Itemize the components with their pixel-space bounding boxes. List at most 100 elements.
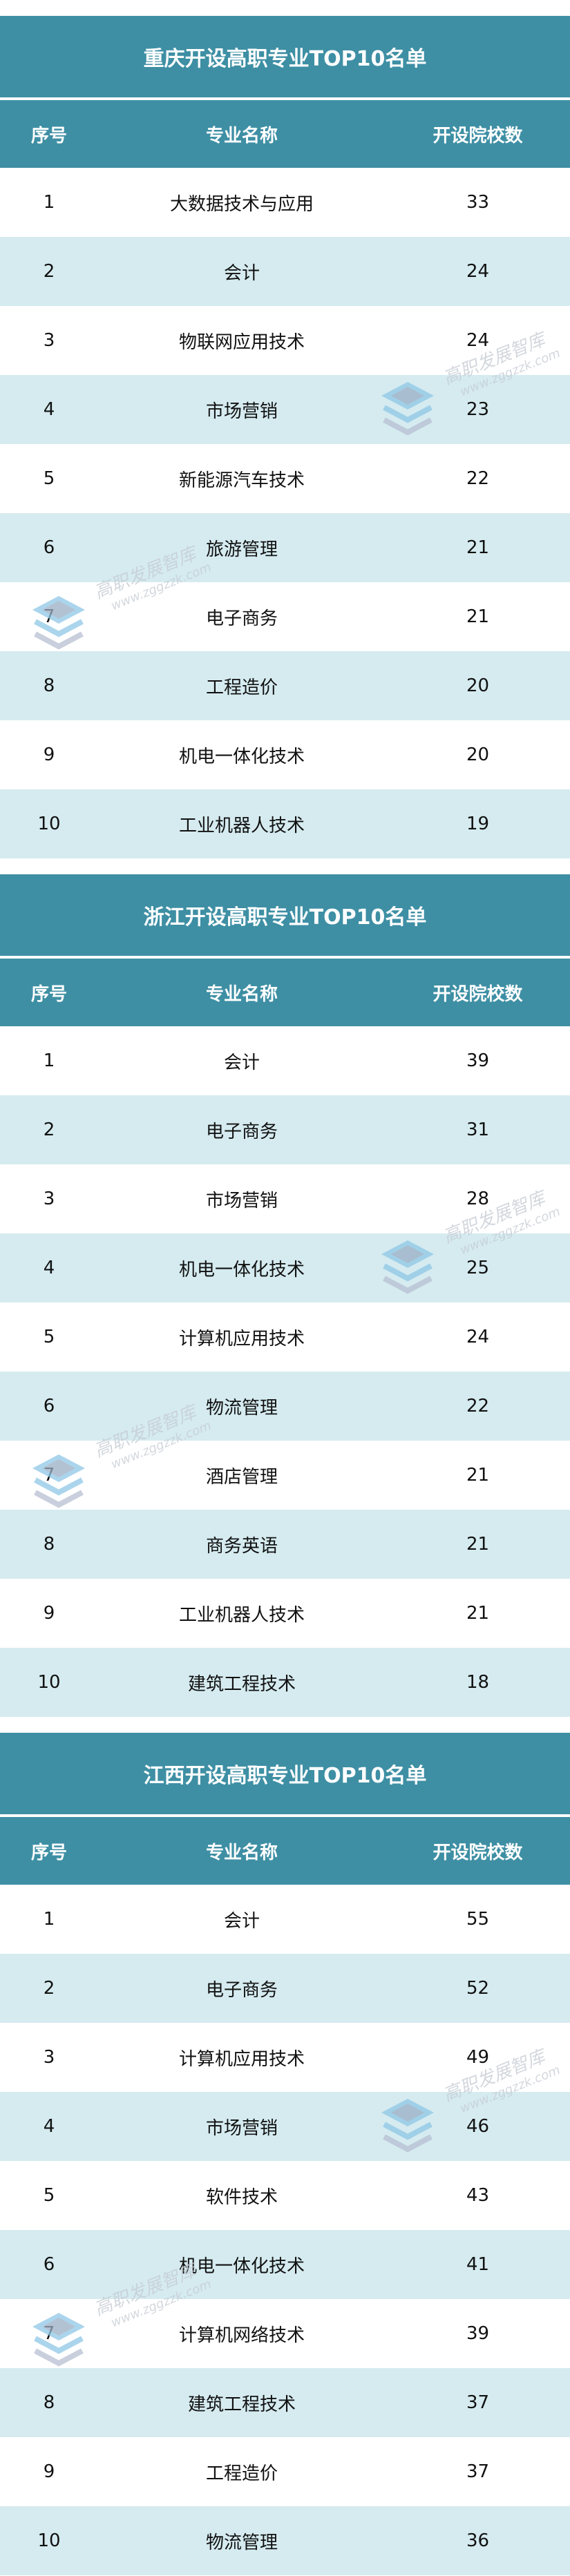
table-title: 重庆开设高职专业TOP10名单 <box>0 16 570 97</box>
school-count-cell: 23 <box>466 399 490 420</box>
school-count-cell: 52 <box>466 1978 490 1999</box>
major-name-cell: 商务英语 <box>205 1535 278 1557</box>
table-row: 1 会计 55 <box>0 1885 570 1954</box>
ranking-table-section: 浙江开设高职专业TOP10名单 序号 专业名称 开设院校数 1 会计 39 2 电子商务 31 3 市… <box>0 874 570 1717</box>
column-header: 序号 <box>30 983 67 1005</box>
table-row: 9 机电一体化技术 20 <box>0 720 570 789</box>
school-count-cell: 21 <box>466 1465 490 1486</box>
rank-cell: 2 <box>43 261 55 282</box>
table-header: 序号 专业名称 开设院校数 <box>0 959 570 1026</box>
major-name-cell: 物联网应用技术 <box>178 331 305 353</box>
rank-cell: 6 <box>43 1396 55 1416</box>
ranking-table-section: 重庆开设高职专业TOP10名单 序号 专业名称 开设院校数 1 大数据技术与应用 33 2 会计… <box>0 16 570 858</box>
table-row: 5 新能源汽车技术 22 <box>0 444 570 513</box>
table-row: 2 电子商务 31 <box>0 1095 570 1164</box>
major-name-cell: 会计 <box>223 262 260 284</box>
rank-cell: 5 <box>43 1327 55 1347</box>
major-name-cell: 计算机应用技术 <box>178 2048 305 2070</box>
major-name-cell: 计算机网络技术 <box>178 2325 305 2346</box>
table-row: 8 建筑工程技术 37 <box>0 2368 570 2437</box>
school-count-cell: 21 <box>466 606 490 627</box>
school-count-cell: 20 <box>466 744 490 765</box>
rank-cell: 3 <box>43 2047 55 2068</box>
table-header: 序号 专业名称 开设院校数 <box>0 100 570 168</box>
rank-cell: 1 <box>43 192 55 213</box>
school-count-cell: 37 <box>466 2461 490 2482</box>
rank-cell: 5 <box>43 468 55 489</box>
school-count-cell: 49 <box>466 2047 490 2068</box>
table-title: 浙江开设高职专业TOP10名单 <box>0 874 570 956</box>
table-row: 10 工业机器人技术 19 <box>0 789 570 858</box>
school-count-cell: 39 <box>466 1050 490 1071</box>
school-count-cell: 41 <box>466 2254 490 2275</box>
major-name-cell: 会计 <box>223 1052 260 1073</box>
rank-cell: 4 <box>43 1258 55 1278</box>
major-name-cell: 电子商务 <box>205 1121 278 1142</box>
table-row: 3 物联网应用技术 24 <box>0 306 570 375</box>
table-row: 6 机电一体化技术 41 <box>0 2230 570 2299</box>
major-name-cell: 旅游管理 <box>205 539 278 560</box>
school-count-cell: 39 <box>466 2323 490 2344</box>
major-name-cell: 工程造价 <box>205 677 278 698</box>
column-header: 开设院校数 <box>433 1842 523 1863</box>
table-row: 7 酒店管理 21 <box>0 1441 570 1510</box>
table-row: 7 电子商务 21 <box>0 582 570 651</box>
rank-cell: 10 <box>37 1672 61 1693</box>
school-count-cell: 22 <box>466 468 490 489</box>
school-count-cell: 33 <box>466 192 490 213</box>
column-header: 序号 <box>30 1842 67 1863</box>
rank-cell: 10 <box>37 814 61 834</box>
major-name-cell: 市场营销 <box>205 2117 278 2139</box>
table-row: 4 市场营销 46 <box>0 2092 570 2161</box>
school-count-cell: 37 <box>466 2392 490 2413</box>
school-count-cell: 24 <box>466 330 490 351</box>
table-row: 10 物流管理 36 <box>0 2506 570 2575</box>
school-count-cell: 36 <box>466 2530 490 2551</box>
major-name-cell: 会计 <box>223 1910 260 1932</box>
rank-cell: 9 <box>43 1603 55 1624</box>
major-name-cell: 电子商务 <box>205 1979 278 2001</box>
column-header: 序号 <box>30 125 67 146</box>
table-row: 1 会计 39 <box>0 1026 570 1095</box>
rank-cell: 8 <box>43 675 55 696</box>
rank-cell: 1 <box>43 1050 55 1071</box>
ranking-table-section: 江西开设高职专业TOP10名单 序号 专业名称 开设院校数 1 会计 55 2 电子商务 52 3 计… <box>0 1733 570 2575</box>
rank-cell: 3 <box>43 1189 55 1209</box>
major-name-cell: 物流管理 <box>205 1397 278 1419</box>
rank-cell: 4 <box>43 399 55 420</box>
table-row: 9 工业机器人技术 21 <box>0 1579 570 1648</box>
rank-cell: 8 <box>43 1534 55 1555</box>
major-name-cell: 市场营销 <box>205 401 278 422</box>
rank-cell: 5 <box>43 2185 55 2206</box>
column-header: 专业名称 <box>205 983 278 1005</box>
rank-cell: 3 <box>43 330 55 351</box>
column-header: 专业名称 <box>205 1842 278 1863</box>
rank-cell: 9 <box>43 744 55 765</box>
major-name-cell: 大数据技术与应用 <box>169 193 314 215</box>
table-row: 5 计算机应用技术 24 <box>0 1303 570 1372</box>
major-name-cell: 机电一体化技术 <box>178 1259 305 1280</box>
rank-cell: 7 <box>43 2323 55 2344</box>
rank-cell: 2 <box>43 1978 55 1999</box>
school-count-cell: 19 <box>466 814 490 834</box>
table-row: 9 工程造价 37 <box>0 2437 570 2506</box>
table-row: 3 计算机应用技术 49 <box>0 2023 570 2092</box>
school-count-cell: 25 <box>466 1258 490 1278</box>
major-name-cell: 市场营销 <box>205 1190 278 1211</box>
table-row: 2 会计 24 <box>0 237 570 306</box>
major-name-cell: 工程造价 <box>205 2463 278 2484</box>
school-count-cell: 20 <box>466 675 490 696</box>
major-name-cell: 酒店管理 <box>205 1466 278 1488</box>
major-name-cell: 建筑工程技术 <box>187 2394 296 2415</box>
table-row: 8 工程造价 20 <box>0 651 570 720</box>
school-count-cell: 31 <box>466 1119 490 1140</box>
rank-cell: 1 <box>43 1909 55 1930</box>
school-count-cell: 46 <box>466 2116 490 2137</box>
table-row: 6 旅游管理 21 <box>0 513 570 582</box>
column-header: 开设院校数 <box>433 125 523 146</box>
table-row: 4 机电一体化技术 25 <box>0 1233 570 1303</box>
major-name-cell: 物流管理 <box>205 2532 278 2553</box>
table-header: 序号 专业名称 开设院校数 <box>0 1817 570 1885</box>
school-count-cell: 28 <box>466 1189 490 1209</box>
table-row: 2 电子商务 52 <box>0 1954 570 2023</box>
